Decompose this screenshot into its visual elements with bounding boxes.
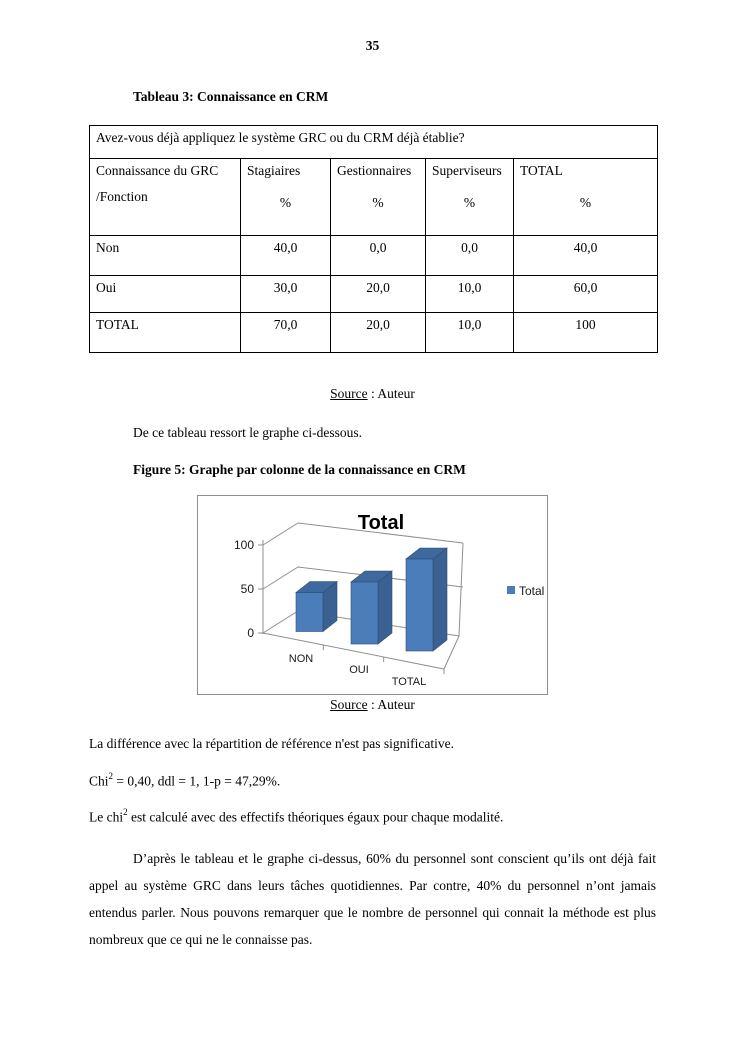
cell-value: 70,0 — [240, 312, 331, 353]
cell-value: 20,0 — [330, 312, 426, 353]
category-label: TOTAL — [392, 676, 426, 688]
chi-sup: 2 — [108, 771, 114, 781]
chi-prefix: Chi — [89, 773, 109, 789]
bar-TOTAL — [405, 558, 434, 652]
y-axis-label: 100 — [234, 538, 254, 552]
analysis-line-effectifs: Le chi2 est calculé avec des effectifs t… — [89, 807, 504, 826]
column-unit: % — [372, 195, 384, 210]
table-row: Non 40,0 0,0 0,0 40,0 — [89, 235, 659, 276]
intro-paragraph: De ce tableau ressort le graphe ci-desso… — [133, 425, 363, 440]
column-unit: % — [579, 195, 592, 210]
source-label: Source — [330, 697, 368, 712]
column-unit: % — [463, 195, 476, 210]
crm-table-wrap: Avez-vous déjà appliquez le système GRC … — [88, 125, 659, 353]
table-header-row: Connaissance du GRC /Fonction Stagiaires… — [89, 158, 659, 236]
cell-value: 100 — [512, 312, 659, 353]
row-header-line1: Connaissance du GRC — [96, 163, 219, 178]
row-label: Non — [89, 235, 241, 276]
table-row: Oui 30,0 20,0 10,0 60,0 — [89, 275, 659, 313]
row-label: TOTAL — [89, 312, 241, 353]
cell-value: 10,0 — [425, 275, 514, 313]
bar-NON — [295, 592, 324, 632]
bar-side-TOTAL — [432, 547, 448, 652]
column-header: Stagiaires % — [240, 158, 331, 236]
legend-swatch — [507, 586, 515, 594]
column-unit: % — [279, 195, 292, 210]
source-value: : Auteur — [367, 697, 415, 712]
figure-caption: Figure 5: Graphe par colonne de la conna… — [133, 462, 466, 477]
cell-value: 20,0 — [330, 275, 426, 313]
y-axis-label: 0 — [247, 626, 254, 640]
table-caption: Tableau 3: Connaissance en CRM — [133, 89, 329, 104]
cell-value: 0,0 — [330, 235, 426, 276]
cell-value: 40,0 — [512, 235, 659, 276]
bar-OUI — [350, 581, 379, 645]
bar-side-OUI — [377, 570, 393, 645]
conclusion-paragraph: D’après le tableau et le graphe ci-dessu… — [89, 851, 656, 947]
cell-value: 10,0 — [425, 312, 514, 353]
cell-value: 60,0 — [512, 275, 659, 313]
chart-title: Total — [358, 512, 404, 534]
legend-label: Total — [519, 584, 544, 598]
analysis-line-significance: La différence avec la répartition de réf… — [89, 736, 454, 751]
table-source-line: Source : Auteur — [0, 386, 745, 402]
row-header-line2: /Fonction — [96, 189, 148, 204]
column-name: Gestionnaires — [337, 163, 412, 178]
column-header: Superviseurs % — [425, 158, 514, 236]
row-header-cell: Connaissance du GRC /Fonction — [89, 158, 241, 236]
chi-rest: est calculé avec des effectifs théorique… — [127, 809, 504, 825]
category-label: NON — [289, 653, 314, 665]
table-question: Avez-vous déjà appliquez le système GRC … — [88, 125, 659, 159]
chi-prefix: Le chi — [89, 809, 124, 825]
wall-edge — [458, 542, 464, 637]
column-name: Superviseurs — [432, 163, 502, 178]
chart-frame: 0 50 100 NON OUI TOTAL Total Total — [197, 495, 548, 695]
crm-3d-column-chart: 0 50 100 NON OUI TOTAL Total Total — [234, 512, 544, 688]
column-header: TOTAL % — [512, 158, 659, 236]
source-value: : Auteur — [367, 386, 415, 401]
analysis-line-chi2: Chi2 = 0,40, ddl = 1, 1-p = 47,29%. — [89, 771, 281, 790]
column-name: TOTAL — [520, 163, 563, 178]
cell-value: 0,0 — [425, 235, 514, 276]
chi-rest: = 0,40, ddl = 1, 1-p = 47,29%. — [113, 773, 281, 789]
column-name: Stagiaires — [247, 163, 301, 178]
cell-value: 30,0 — [240, 275, 331, 313]
y-axis-label: 50 — [241, 582, 255, 596]
table-question-row: Avez-vous déjà appliquez le système GRC … — [88, 125, 659, 159]
figure-source-line: Source : Auteur — [0, 697, 745, 713]
category-label: OUI — [349, 664, 369, 676]
table-row: TOTAL 70,0 20,0 10,0 100 — [89, 312, 659, 353]
cell-value: 40,0 — [240, 235, 331, 276]
crm-knowledge-table: Avez-vous déjà appliquez le système GRC … — [88, 125, 659, 353]
gridline — [262, 522, 464, 546]
chi-sup: 2 — [123, 807, 128, 817]
source-label: Source — [330, 386, 368, 401]
page-number: 35 — [365, 38, 380, 53]
column-header: Gestionnaires % — [330, 158, 426, 236]
row-label: Oui — [89, 275, 241, 313]
